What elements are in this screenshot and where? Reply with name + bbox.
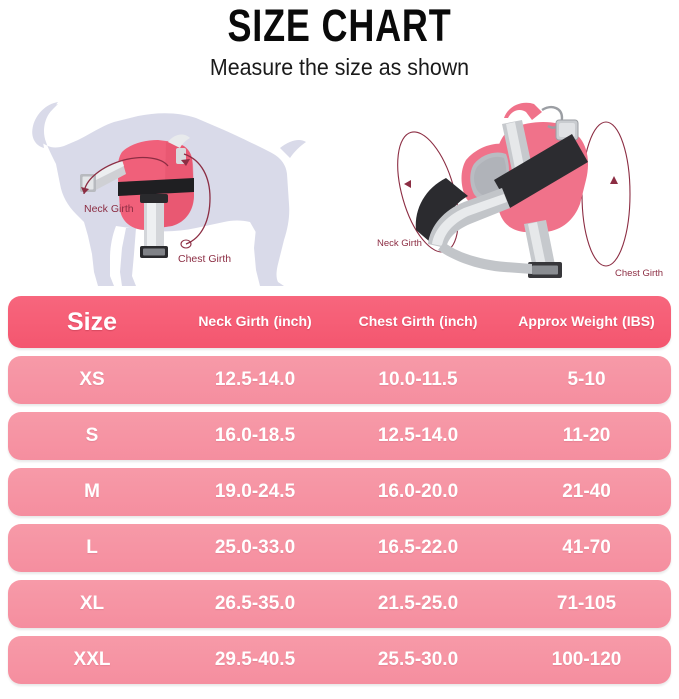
cell-weight: 100-120 bbox=[551, 649, 622, 670]
cell-size: S bbox=[85, 425, 99, 446]
header-unit-approx-weight: (IBS) bbox=[622, 313, 655, 329]
product-harness-illustration bbox=[397, 102, 631, 278]
header-label-chest-girth: Chest Girth bbox=[358, 313, 435, 329]
cell-size: L bbox=[86, 537, 98, 558]
cell-weight: 5-10 bbox=[567, 369, 606, 390]
cell-neck: 16.0-18.5 bbox=[214, 425, 296, 446]
header-unit-chest-girth: (inch) bbox=[439, 313, 478, 329]
illustration-area: Neck Girth Chest Girth Neck Girth Chest … bbox=[0, 86, 679, 291]
header-cell-neck-girth: Neck Girth (inch) bbox=[176, 313, 334, 331]
cell-size: M bbox=[84, 481, 100, 502]
header-unit-neck-girth: (inch) bbox=[273, 313, 312, 329]
cell-size: XS bbox=[79, 369, 105, 390]
cell-chest: 16.0-20.0 bbox=[377, 481, 459, 502]
cell-neck: 12.5-14.0 bbox=[214, 369, 296, 390]
header-label-approx-weight: Approx Weight bbox=[518, 313, 618, 329]
cell-weight: 21-40 bbox=[562, 481, 611, 502]
cell-weight: 11-20 bbox=[562, 425, 611, 446]
dog-chest-girth-label: Chest Girth bbox=[178, 253, 232, 265]
cell-chest: 10.0-11.5 bbox=[378, 369, 458, 390]
page-subtitle: Measure the size as shown bbox=[209, 54, 470, 80]
table-row: XS 12.5-14.0 10.0-11.5 5-10 bbox=[8, 356, 671, 404]
table-row: L 25.0-33.0 16.5-22.0 41-70 bbox=[8, 524, 671, 572]
cell-neck: 26.5-35.0 bbox=[214, 593, 296, 614]
cell-neck: 19.0-24.5 bbox=[214, 481, 296, 502]
table-row: XL 26.5-35.0 21.5-25.0 71-105 bbox=[8, 580, 671, 628]
cell-neck: 25.0-33.0 bbox=[214, 537, 296, 558]
cell-chest: 25.5-30.0 bbox=[377, 649, 459, 670]
header-cell-size: Size bbox=[66, 307, 118, 336]
header-cell-chest-girth: Chest Girth (inch) bbox=[334, 313, 502, 331]
product-neck-girth-label: Neck Girth bbox=[377, 238, 422, 249]
cell-size: XL bbox=[79, 593, 105, 614]
dog-neck-girth-label: Neck Girth bbox=[84, 203, 134, 215]
table-row: XXL 29.5-40.5 25.5-30.0 100-120 bbox=[8, 636, 671, 684]
table-row: M 19.0-24.5 16.0-20.0 21-40 bbox=[8, 468, 671, 516]
cell-chest: 21.5-25.0 bbox=[377, 593, 459, 614]
table-header-row: Size Neck Girth (inch) Chest Girth (inch… bbox=[8, 296, 671, 348]
cell-size: XXL bbox=[73, 649, 111, 670]
header-cell-approx-weight: Approx Weight (IBS) bbox=[502, 313, 671, 331]
cell-weight: 41-70 bbox=[562, 537, 611, 558]
cell-chest: 12.5-14.0 bbox=[377, 425, 459, 446]
cell-chest: 16.5-22.0 bbox=[377, 537, 459, 558]
header-label-neck-girth: Neck Girth bbox=[198, 313, 270, 329]
table-row: S 16.0-18.5 12.5-14.0 11-20 bbox=[8, 412, 671, 460]
product-chest-girth-label: Chest Girth bbox=[615, 268, 664, 279]
size-table: Size Neck Girth (inch) Chest Girth (inch… bbox=[8, 296, 671, 692]
cell-neck: 29.5-40.5 bbox=[214, 649, 296, 670]
cell-weight: 71-105 bbox=[556, 593, 617, 614]
dog-harness-illustration bbox=[32, 102, 306, 286]
page-title: SIZE CHART bbox=[227, 0, 452, 51]
